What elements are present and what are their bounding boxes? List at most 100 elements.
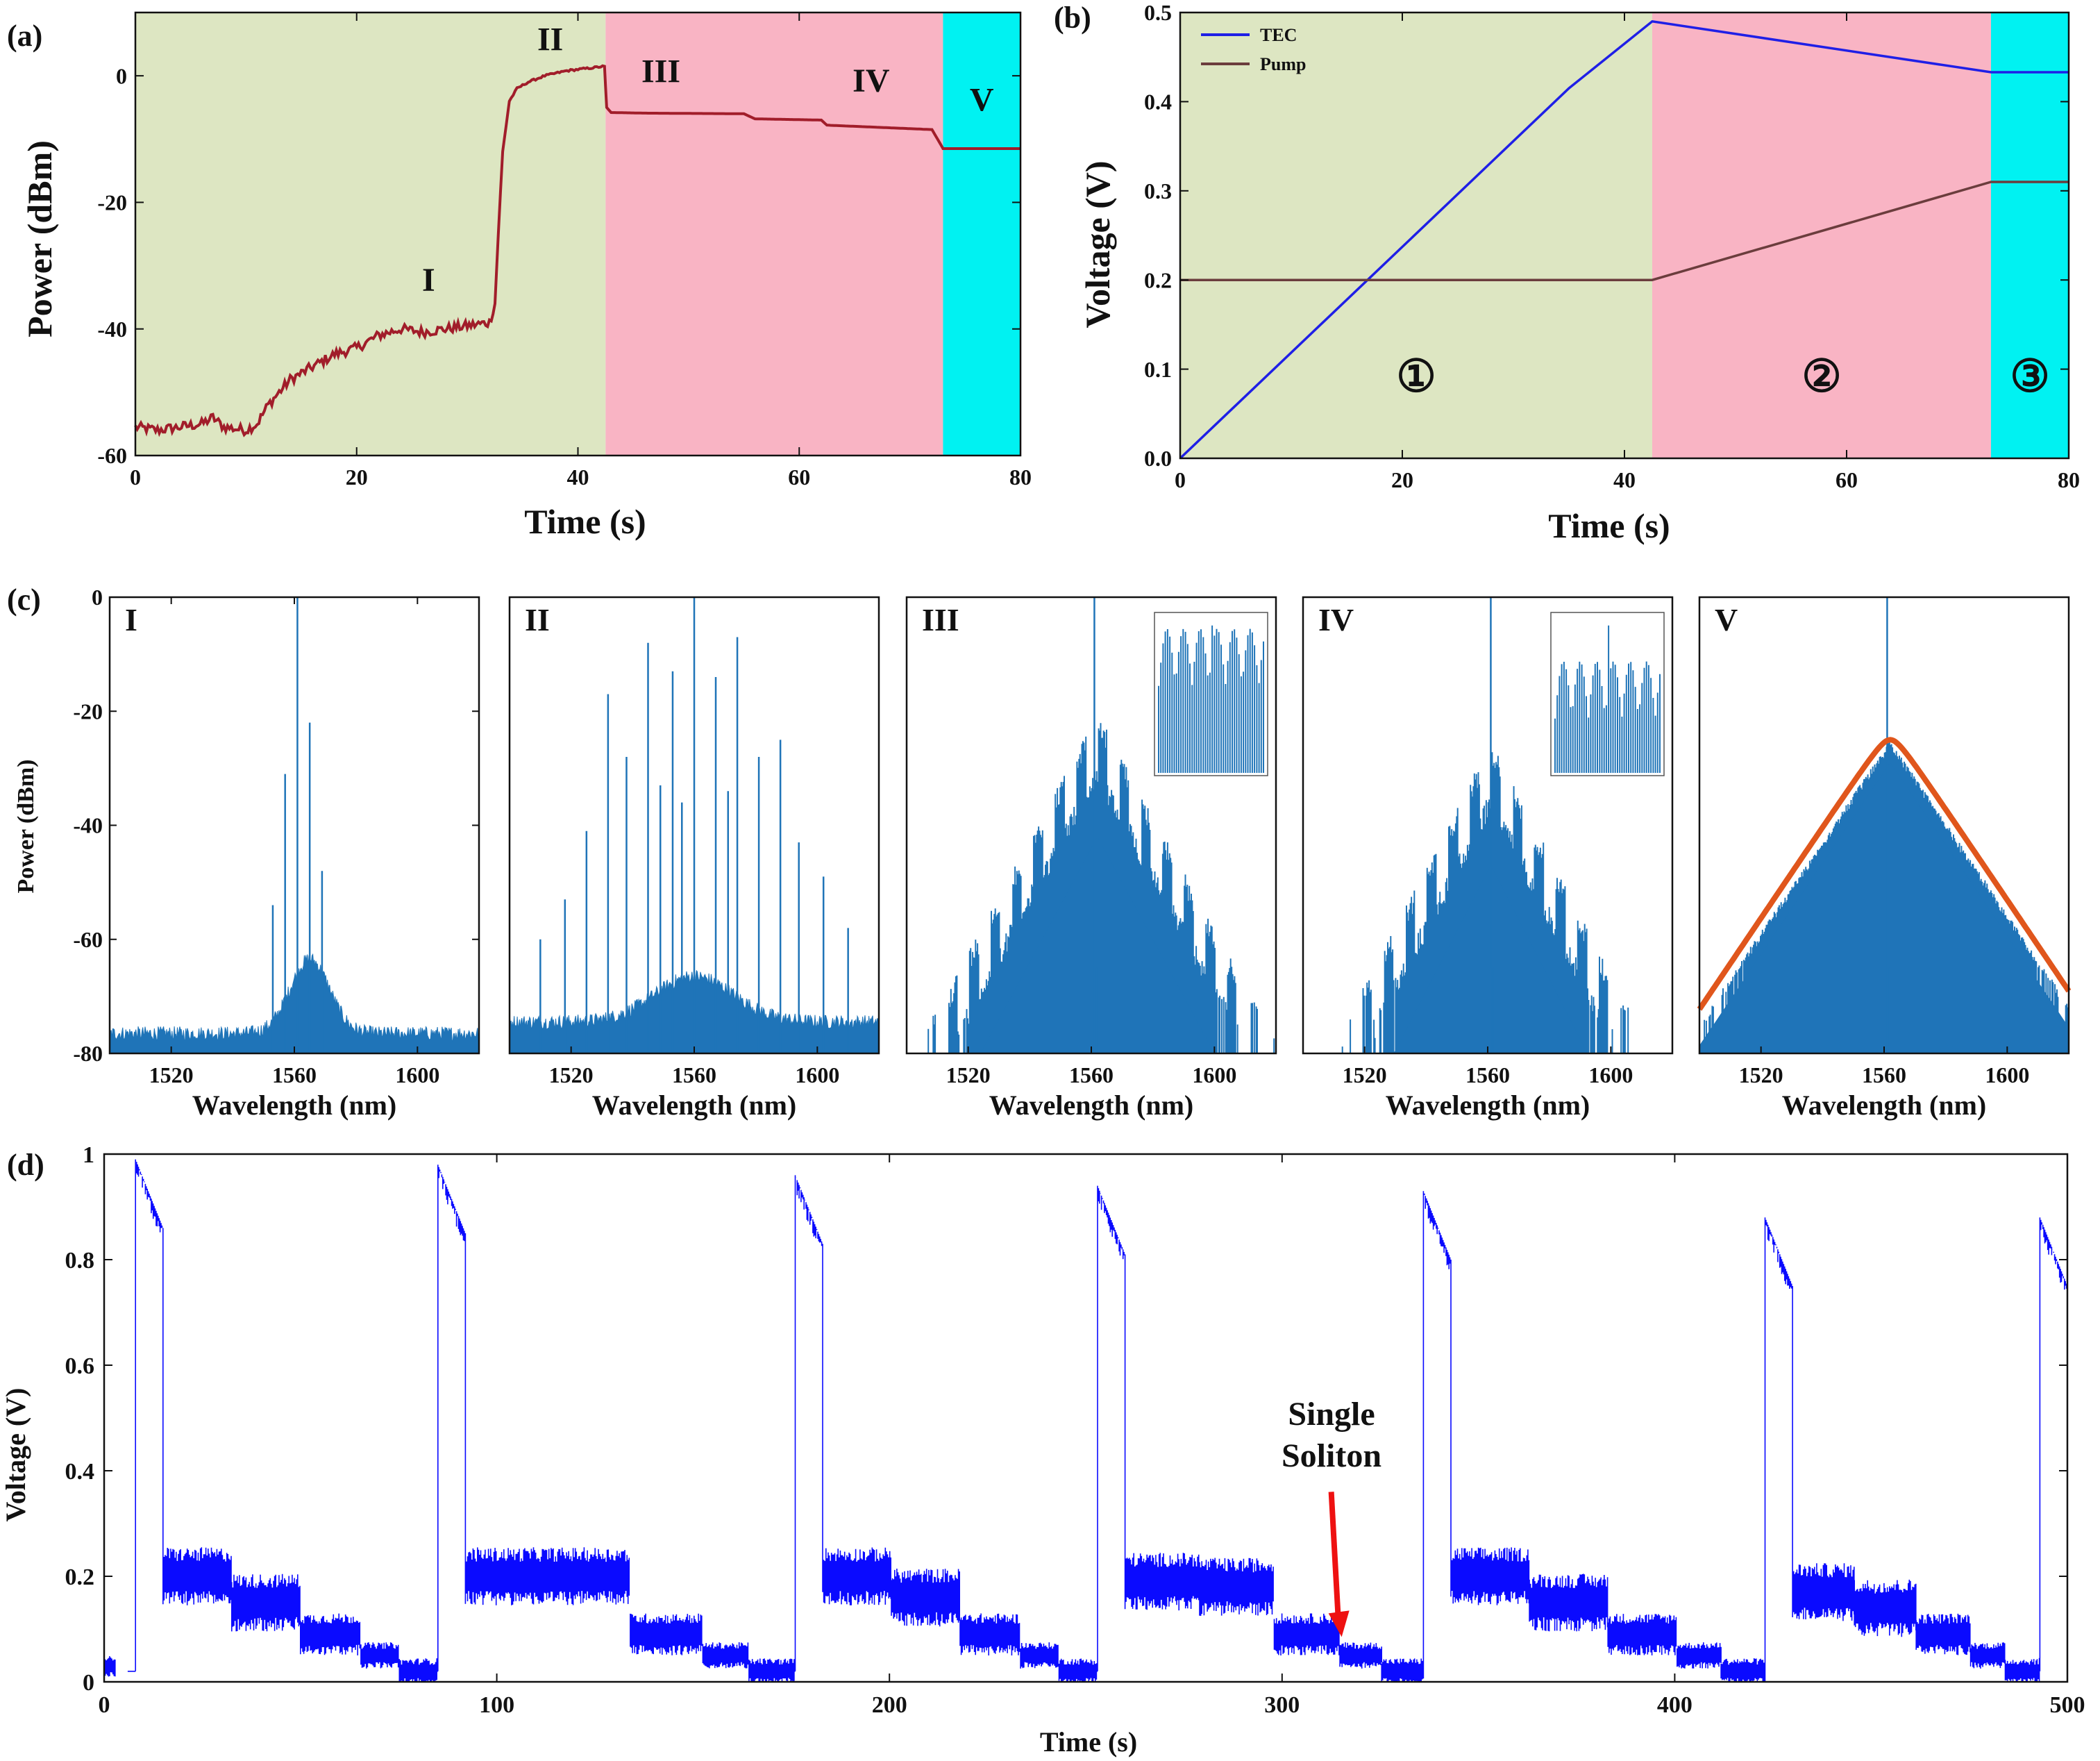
y-tick-label: 0.8 [65, 1248, 95, 1274]
x-tick-label: 60 [1836, 467, 1858, 492]
x-tick-label: 400 [1657, 1692, 1692, 1718]
panel-label-c: (c) [7, 583, 41, 617]
panel-b: (b) ① ② ③ TEC Pump 0 20 40 60 80 0.0 0.1 0.2 0.3 0.4 0.… [1054, 0, 2080, 545]
x-tick-label: 40 [567, 465, 589, 490]
panel-d-ylabel: Voltage (V) [0, 1388, 31, 1522]
region-cyan [943, 12, 1020, 456]
y-tick-label: -40 [97, 317, 127, 342]
x-tick-label: 100 [479, 1692, 514, 1718]
x-tick-label: 20 [346, 465, 368, 490]
axes-frame [1179, 11, 2070, 460]
panel-label-a: (a) [7, 19, 42, 53]
panel-label-d: (d) [7, 1148, 44, 1182]
spectrum-panel-IV: IV 1520 1560 1600 Wavelength (nm) [1302, 596, 1674, 1121]
spectrum-panel-II: II 1520 1560 1600 Wavelength (nm) [508, 596, 880, 1121]
x-tick-label: 0 [130, 465, 141, 490]
region-pink [1652, 12, 1991, 458]
x-tick-label: 1520 [1343, 1062, 1387, 1087]
noise-floor-area [109, 953, 480, 1054]
axes-frame [108, 596, 480, 1055]
x-tick-label: 80 [1009, 465, 1032, 490]
inset-comb-lines [1158, 625, 1264, 773]
y-tick-label: 1 [83, 1142, 94, 1168]
inset-comb-lines [1554, 625, 1661, 773]
x-tick-label: 1560 [672, 1062, 716, 1087]
y-tick-label: 0.4 [65, 1459, 95, 1485]
spectrum-label-I: I [125, 602, 137, 637]
y-tick-label: 0.1 [1144, 357, 1172, 382]
panel-label-b: (b) [1054, 1, 1091, 35]
comb-body-area [907, 836, 1276, 1053]
stage-label-V: V [970, 81, 994, 118]
spectrum-label-IV: IV [1318, 602, 1354, 637]
panel-b-xlabel: Time (s) [1548, 506, 1670, 545]
axes-frame [103, 1153, 2069, 1683]
region-pink [605, 12, 943, 456]
y-tick-label: 0.2 [1144, 267, 1172, 292]
x-tick-label: 80 [2058, 467, 2080, 492]
axes-frame [1302, 596, 1674, 1055]
x-tick-label: 1520 [149, 1062, 194, 1087]
x-tick-label: 500 [2050, 1692, 2085, 1718]
y-tick-label: 0.2 [65, 1564, 95, 1590]
x-tick-label: 0 [1175, 467, 1186, 492]
zoom-inset [1154, 612, 1268, 776]
region-green [135, 12, 606, 456]
axes-frame [1698, 596, 2070, 1055]
spectrum-xlabel: Wavelength (nm) [1386, 1090, 1590, 1121]
y-tick-label: 0.4 [1144, 90, 1172, 115]
region-cyan [1991, 12, 2069, 458]
spectrum-label-III: III [922, 602, 959, 637]
x-tick-label: 1520 [946, 1062, 991, 1087]
axes-frame [905, 596, 1277, 1055]
x-tick-label: 1560 [272, 1062, 317, 1087]
x-tick-label: 300 [1264, 1692, 1300, 1718]
y-tick-label: -20 [97, 190, 127, 215]
panel-d-plot-area: 0 100 200 300 400 500 0 0.2 0.4 0.6 0.8 1 [65, 1142, 2085, 1718]
stage-label-II: II [537, 22, 563, 58]
y-tick-label: 0 [92, 585, 103, 610]
y-tick-label: -40 [73, 813, 103, 838]
tec-series-line [1179, 19, 2069, 460]
single-soliton-arrow-shaft [1328, 1492, 1341, 1618]
x-tick-label: 1600 [395, 1062, 439, 1087]
x-tick-label: 60 [788, 465, 810, 490]
x-tick-label: 1600 [795, 1062, 839, 1087]
region-number-label: ② [1801, 352, 1841, 401]
y-tick-label: 0 [83, 1670, 94, 1696]
y-tick-label: -60 [97, 443, 127, 468]
power-series-line [134, 64, 1021, 437]
legend-label-tec: TEC [1260, 25, 1297, 45]
x-tick-label: 1520 [1739, 1062, 1783, 1087]
panel-b-ylabel: Voltage (V) [1078, 160, 1117, 328]
spectrum-panel-I: I 1520 1560 1600 -80 -60 -40 -20 0 Wavelength (nm… [73, 585, 480, 1121]
x-tick-label: 1560 [1069, 1062, 1114, 1087]
x-tick-label: 200 [872, 1692, 907, 1718]
y-tick-label: 0.5 [1144, 0, 1172, 25]
sech2-fit-envelope [1697, 737, 2072, 1011]
panel-d: (d) 0 100 200 300 400 500 0 0.2 0.4 0.6 0.8 1 Time … [0, 1142, 2085, 1758]
spectrum-xlabel: Wavelength (nm) [1782, 1090, 1986, 1121]
panel-c-ylabel: Power (dBm) [13, 760, 39, 894]
legend-label-pump: Pump [1260, 54, 1306, 74]
x-tick-label: 1560 [1465, 1062, 1510, 1087]
region-number-label: ① [1396, 352, 1436, 401]
axes-frame [134, 11, 1022, 457]
x-tick-label: 40 [1613, 467, 1636, 492]
spectrum-xlabel: Wavelength (nm) [592, 1090, 796, 1121]
spectrum-xlabel: Wavelength (nm) [989, 1090, 1193, 1121]
spectrum-panel-V: V 1520 1560 1600 Wavelength (nm) [1697, 596, 2072, 1121]
panel-a-xlabel: Time (s) [524, 502, 646, 541]
single-soliton-arrowhead [1328, 1610, 1350, 1637]
axes-frame [508, 596, 880, 1055]
x-tick-label: 1600 [1588, 1062, 1633, 1087]
x-tick-label: 1520 [549, 1062, 594, 1087]
y-tick-label: 0.3 [1144, 178, 1172, 203]
spectrum-label-II: II [525, 602, 550, 637]
spectrum-xlabel: Wavelength (nm) [192, 1090, 396, 1121]
voltage-trace [103, 1159, 2067, 1682]
y-tick-label: 0.6 [65, 1353, 95, 1379]
